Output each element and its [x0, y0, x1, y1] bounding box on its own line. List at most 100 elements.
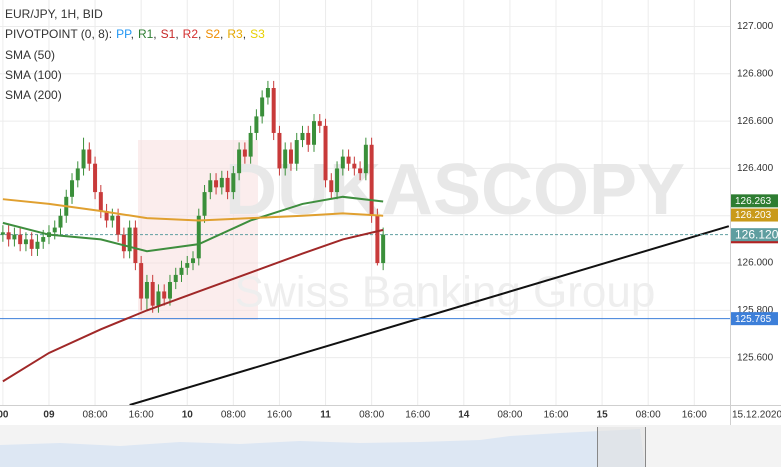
candle-body	[81, 149, 86, 169]
candle-body	[116, 215, 121, 235]
candle-body	[35, 241, 40, 249]
candle-body	[139, 263, 144, 299]
x-tick-label: 08:00	[221, 410, 246, 421]
x-tick-label: 16:00	[543, 410, 568, 421]
legend-item: S3	[250, 27, 265, 41]
legend-pivot: PIVOTPOINT (0, 8): PP, R1, S1, R2, S2, R3, S3	[5, 27, 265, 41]
x-tick-label: 14	[458, 410, 470, 421]
candle-body	[110, 215, 115, 221]
price-box-label: 126.263	[735, 196, 772, 207]
y-tick-label: 126.000	[737, 258, 774, 269]
x-tick-label: 16:00	[682, 410, 707, 421]
date-label: 15.12.2020	[732, 410, 781, 421]
navigator-area	[0, 429, 645, 467]
legend-separator: ,	[198, 27, 201, 41]
x-tick-label: 08:00	[83, 410, 108, 421]
x-tick-label: 10	[182, 410, 194, 421]
candle-body	[179, 267, 184, 275]
candle-body	[185, 263, 190, 268]
candle-body	[0, 232, 5, 235]
candle-body	[288, 149, 293, 164]
legend-entry: SMA (200)	[5, 88, 62, 102]
candle-body	[237, 149, 242, 174]
candle-body	[58, 215, 63, 228]
candle-body	[127, 227, 132, 252]
candle-body	[167, 281, 172, 299]
price-box-label: 125.765	[735, 314, 772, 325]
candle-body	[312, 121, 317, 145]
y-tick-label: 126.400	[737, 163, 774, 174]
legend-item: R3	[227, 27, 243, 41]
legend-item: R2	[183, 27, 199, 41]
x-tick-label: 15	[597, 410, 609, 421]
candle-body	[70, 180, 75, 197]
candle-body	[191, 258, 196, 264]
candle-body	[23, 239, 28, 245]
x-tick-label: 16:00	[405, 410, 430, 421]
navigator-window[interactable]	[597, 427, 645, 467]
candle-body	[173, 274, 178, 282]
candle-body	[300, 132, 305, 141]
navigator	[0, 425, 781, 467]
legend-item: PP	[116, 27, 132, 41]
legend-header: EUR/JPY, 1H, BID	[5, 7, 103, 21]
candle-body	[162, 291, 167, 299]
candle-body	[375, 215, 380, 264]
candle-body	[214, 180, 219, 188]
candle-body	[294, 140, 299, 164]
price-box-label: 126.120	[735, 227, 779, 241]
candle-body	[93, 163, 98, 193]
legend-item: S1	[161, 27, 176, 41]
candle-body	[144, 281, 149, 299]
candle-body	[242, 149, 247, 157]
candle-body	[6, 232, 11, 240]
candle-body	[52, 227, 57, 233]
y-tick-label: 125.800	[737, 305, 774, 316]
sma-line	[2, 195, 384, 253]
legend-separator: ,	[175, 27, 178, 41]
candle-body	[18, 234, 23, 245]
plot	[0, 80, 730, 405]
legend-separator: ,	[131, 27, 134, 41]
candle-body	[260, 97, 265, 117]
watermark-subtext: Swiss Banking Group	[235, 268, 656, 317]
price-box	[731, 312, 778, 326]
candle-body	[381, 234, 386, 264]
legend-separator: ,	[220, 27, 223, 41]
candle-body	[104, 211, 109, 221]
legend-separator: ,	[243, 27, 246, 41]
candle-body	[202, 192, 207, 216]
legend-separator: ,	[153, 27, 156, 41]
sma-line	[2, 228, 384, 383]
candle-body	[98, 192, 103, 212]
y-tick-label: 126.600	[737, 116, 774, 127]
y-tick-label: 126.800	[737, 68, 774, 79]
trendline	[129, 225, 730, 405]
candle-body	[271, 88, 276, 133]
x-tick-label: 16:00	[267, 410, 292, 421]
grid	[0, 0, 730, 405]
candle-body	[156, 291, 161, 306]
price-box	[731, 228, 778, 242]
candle-body	[29, 239, 34, 249]
candle-body	[208, 180, 213, 193]
candle-body	[358, 168, 363, 174]
candle-body	[254, 116, 259, 133]
candle-body	[265, 88, 270, 98]
y-tick-label: 127.000	[737, 21, 774, 32]
candle-body	[225, 177, 230, 193]
y-tick-label: 125.600	[737, 352, 774, 363]
x-tick-label: 16:00	[129, 410, 154, 421]
candle-body	[323, 125, 328, 181]
legend: EUR/JPY, 1H, BID PIVOTPOINT (0, 8): PP, R1…	[5, 7, 265, 102]
x-tick-label: 00	[0, 410, 9, 421]
candle-body	[329, 180, 334, 193]
candle-body	[219, 177, 224, 188]
candle-body	[346, 156, 351, 164]
watermark: DUKASCOPY Swiss Banking Group	[138, 140, 685, 320]
candle-body	[75, 168, 80, 181]
legend-entry: SMA (100)	[5, 68, 62, 82]
x-tick-label: 09	[43, 410, 55, 421]
candle-body	[340, 156, 345, 169]
